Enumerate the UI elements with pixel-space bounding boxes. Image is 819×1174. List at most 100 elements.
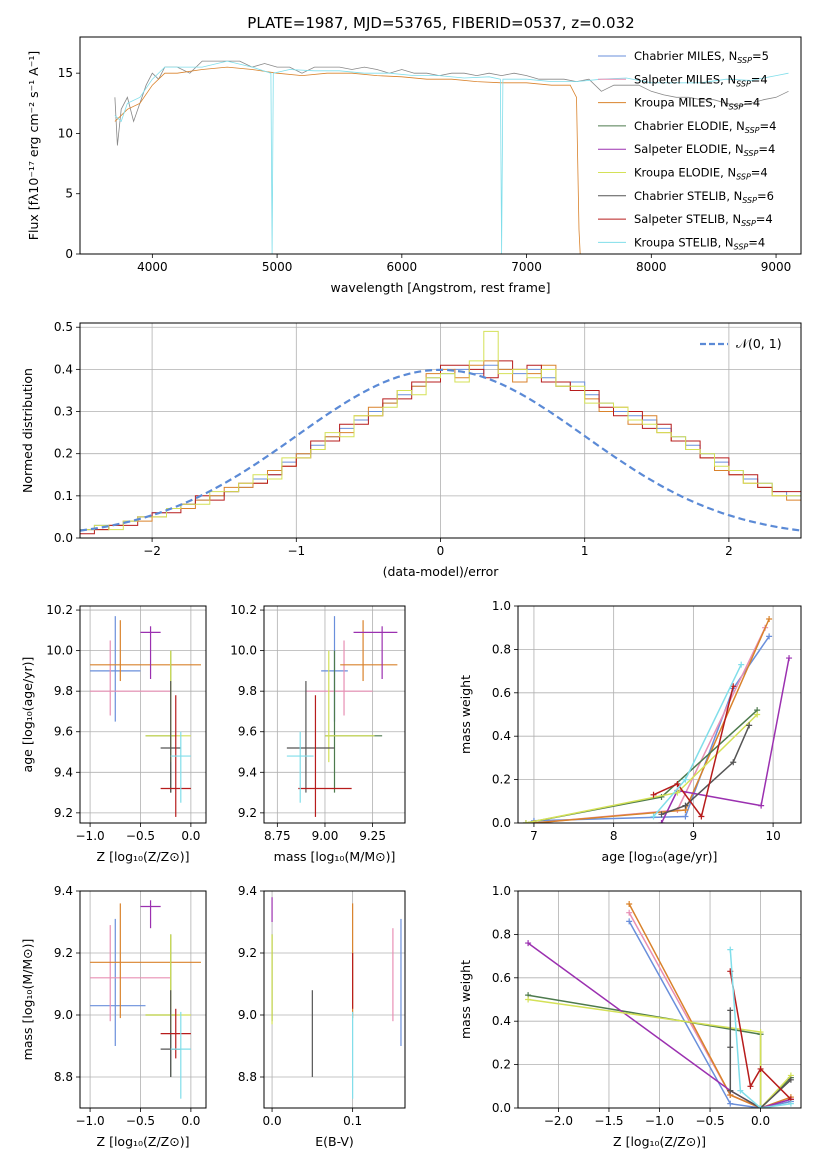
legend-sub: SSP <box>736 79 751 88</box>
axes-frame <box>79 36 802 255</box>
series-marker <box>738 661 745 668</box>
legend-suffix: =4 <box>760 119 777 133</box>
x-axis-label: Z [log₁₀(Z/Z⊙)] <box>613 1134 706 1149</box>
y-tick-label: 10.0 <box>46 644 73 658</box>
series-marker <box>786 655 793 662</box>
series-marker <box>787 1076 794 1083</box>
plot-area <box>114 60 789 254</box>
y-tick-label: 0.3 <box>54 405 73 419</box>
y-tick-label: 8.8 <box>54 1070 73 1084</box>
series-marker <box>757 1029 764 1036</box>
legend-label: Salpeter MILES, NSSP=4 <box>634 72 768 88</box>
y-tick-label: 8.8 <box>238 1070 257 1084</box>
y-tick-label: 9.6 <box>54 725 73 739</box>
x-tick-label: −1.0 <box>76 829 105 843</box>
chart-mass-vs-z: −1.0 −0.5 0.0 8.8 9.0 9.2 9.4 Z [log₁₀(Z/Z⊙)] ma… <box>20 884 207 1149</box>
legend-sub: SSP <box>741 219 756 228</box>
x-axis-label: mass [log₁₀(M/M⊙)] <box>274 849 396 864</box>
y-tick-label: 0.0 <box>492 816 511 830</box>
legend-suffix: =4 <box>758 142 775 156</box>
chart-residuals: −2 −1 0 1 2 0.0 0.1 0.2 0.3 0.4 0.5 (data-model)/er… <box>20 320 802 579</box>
y-tick-label: 9.4 <box>54 884 73 898</box>
x-tick-label: 9 <box>690 829 698 843</box>
chart-age-vs-z: −1.0 −0.5 0.0 9.2 9.4 9.6 9.8 10.0 10.2 Z [log₁₀(… <box>20 603 207 864</box>
series-marker <box>650 813 657 820</box>
y-tick-label: 0.8 <box>492 927 511 941</box>
figure-title: PLATE=1987, MJD=53765, FIBERID=0537, z=0… <box>247 14 634 32</box>
series-line-2 <box>114 60 789 254</box>
legend: 𝒩(0, 1) <box>700 336 782 351</box>
series-line-7 <box>653 686 734 819</box>
series-marker <box>727 946 734 953</box>
series-line-0 <box>628 921 792 1108</box>
series-marker <box>522 820 529 823</box>
x-tick-label: 9.00 <box>312 829 339 843</box>
y-tick-label: 0.2 <box>492 773 511 787</box>
axes-frame <box>517 605 802 824</box>
series-marker <box>737 1087 744 1094</box>
x-tick-label: −1.5 <box>594 1114 623 1128</box>
y-tick-label: 15 <box>58 66 73 80</box>
x-tick-label: −2.0 <box>544 1114 573 1128</box>
y-tick-label: 9.4 <box>238 765 257 779</box>
legend-label: 𝒩(0, 1) <box>736 336 782 351</box>
legend-label: Chabrier MILES, NSSP=5 <box>634 49 769 65</box>
plot-area <box>525 901 794 1108</box>
chart-massweight-vs-z: −2.0 −1.5 −1.0 −0.5 0.0 0.0 0.2 0.4 0.6 0.8 1.0 Z [… <box>458 884 802 1149</box>
legend-sub: SSP <box>744 149 759 158</box>
series-marker <box>757 1065 764 1072</box>
y-tick-label: 1.0 <box>492 884 511 898</box>
x-tick-label: 9.25 <box>359 829 386 843</box>
x-axis-label: E(B-V) <box>315 1134 354 1149</box>
x-axis-label: wavelength [Angstrom, rest frame] <box>330 280 550 295</box>
x-tick-label: −1.0 <box>76 1114 105 1128</box>
y-tick-label: 9.2 <box>238 946 257 960</box>
y-tick-label: 0.6 <box>492 971 511 985</box>
legend-suffix: =4 <box>743 96 760 110</box>
series-marker <box>626 901 633 908</box>
x-axis-label: age [log₁₀(age/yr)] <box>602 849 718 864</box>
y-tick-label: 0.4 <box>54 362 73 376</box>
legend-sub: SSP <box>745 126 760 135</box>
axes-frame <box>79 890 207 1109</box>
series-marker <box>658 820 665 823</box>
y-axis-label: age [log₁₀(age/yr)] <box>20 657 35 773</box>
chart-spectrum: 4000 5000 6000 7000 8000 9000 0 5 10 15 wavelength… <box>26 36 802 295</box>
series-line-7 <box>729 971 792 1100</box>
y-tick-label: 9.8 <box>238 684 257 698</box>
series-marker <box>766 633 773 640</box>
legend-label: Kroupa ELODIE, NSSP=4 <box>634 166 768 182</box>
series-line-4 <box>660 657 790 823</box>
series-marker <box>727 1007 734 1014</box>
x-tick-label: 1 <box>581 544 589 558</box>
y-axis-label: mass [log₁₀(M/M⊙)] <box>20 939 35 1061</box>
series-marker <box>747 1083 754 1090</box>
series-marker <box>682 813 689 820</box>
x-tick-label: −2 <box>143 544 161 558</box>
y-tick-label: 0 <box>65 247 73 261</box>
x-axis-label: Z [log₁₀(Z/Z⊙)] <box>97 1134 190 1149</box>
legend-label: Kroupa MILES, NSSP=4 <box>634 96 760 112</box>
axes-frame <box>263 605 406 824</box>
legend-sub: SSP <box>737 56 752 65</box>
y-tick-label: 10.2 <box>46 603 73 617</box>
y-tick-label: 9.2 <box>238 806 257 820</box>
y-axis-label: Flux [fλ10⁻¹⁷ erg cm⁻² s⁻¹ A⁻¹] <box>26 51 41 240</box>
axes-frame <box>263 890 406 1109</box>
series-marker <box>626 918 633 925</box>
y-tick-label: 0.2 <box>492 1058 511 1072</box>
x-tick-label: 0.0 <box>263 1114 282 1128</box>
plot-area <box>90 900 201 1099</box>
legend-sub: SSP <box>742 196 757 205</box>
x-tick-label: −0.5 <box>126 829 155 843</box>
histogram-1 <box>80 360 801 531</box>
legend-sub: SSP <box>736 173 751 182</box>
y-tick-label: 0.6 <box>492 686 511 700</box>
legend-label: Chabrier STELIB, NSSP=6 <box>634 189 774 205</box>
plot-area <box>271 897 402 1099</box>
series-line-2 <box>628 903 792 1108</box>
y-tick-label: 9.0 <box>238 1008 257 1022</box>
y-axis-label: mass weight <box>458 675 473 754</box>
chart-massweight-vs-age: 7 8 9 10 0.0 0.2 0.4 0.6 0.8 1.0 age [log₁₀(age/yr… <box>458 599 802 864</box>
